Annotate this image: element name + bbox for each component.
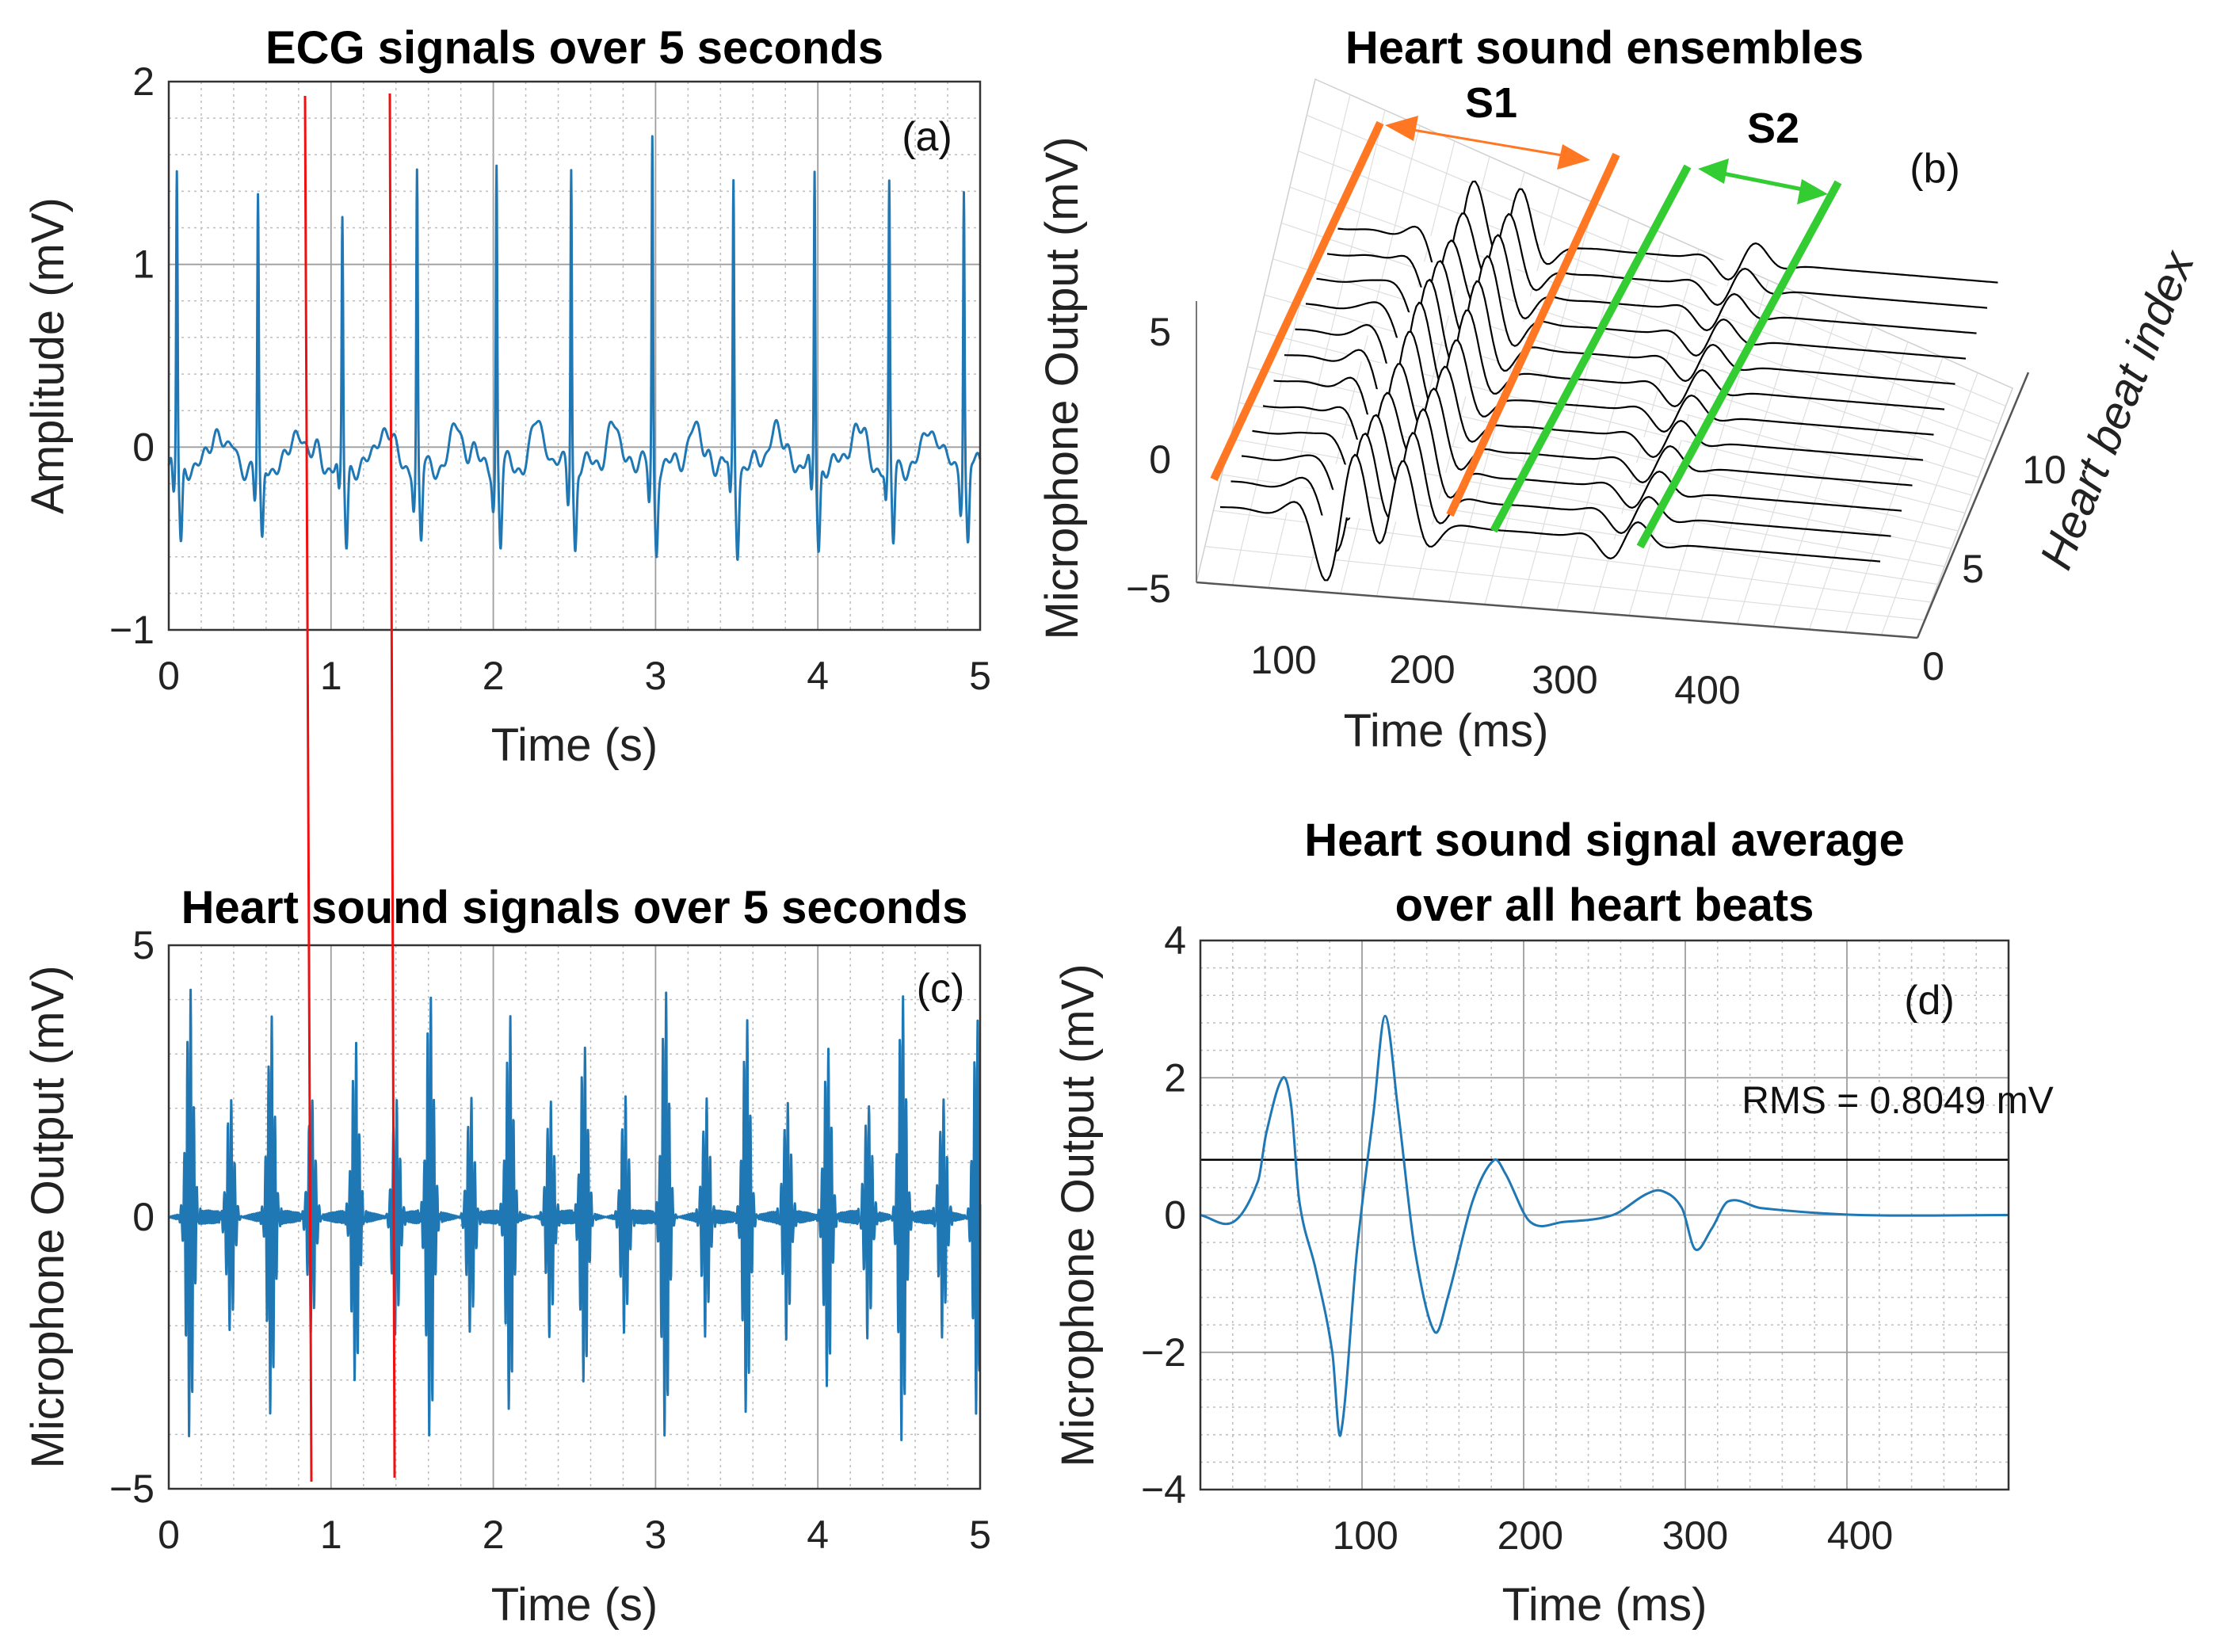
x-tick-label: 4	[807, 1513, 829, 1557]
ecg-series-line	[167, 135, 982, 561]
s1-label: S1	[1465, 79, 1517, 127]
x-tick-label: 2	[483, 1513, 505, 1557]
panel-label-a: (a)	[902, 114, 952, 160]
x-tick-label: 0	[158, 1513, 180, 1557]
panel-b: Heart sound ensembles S1 S2 100 200 300 …	[1036, 22, 2205, 757]
s2-arrow-left-head	[1698, 158, 1729, 184]
rms-annotation: RMS = 0.8049 mV	[1742, 1080, 2054, 1122]
panel-label-b: (b)	[1910, 146, 1960, 192]
x-tick-label: 5	[969, 1513, 991, 1557]
b-xtick-300: 300	[1532, 658, 1597, 702]
s2-arrow-line	[1707, 168, 1819, 195]
s1-end-line	[1446, 152, 1620, 517]
y-tick-label: −1	[109, 608, 155, 652]
b-xtick-400: 400	[1674, 668, 1740, 712]
x-tick-label: 100	[1332, 1513, 1398, 1558]
y-tick-label: 5	[132, 923, 155, 967]
y-tick-label: 0	[1164, 1193, 1186, 1238]
xlabel-d: Time (ms)	[1502, 1579, 1707, 1631]
x-tick-label: 5	[969, 654, 991, 698]
y-tick-label: 2	[132, 59, 155, 104]
y-tick-label: 0	[132, 1195, 155, 1239]
y-tick-label: 0	[132, 425, 155, 469]
x-tick-label: 400	[1827, 1513, 1893, 1558]
zlabel-b: Heart beat index	[2030, 242, 2204, 576]
s2-end-line	[1636, 180, 1842, 549]
title-d-line1: Heart sound signal average	[1304, 815, 1904, 866]
s2-label: S2	[1747, 105, 1799, 152]
grid-line	[1307, 114, 2006, 407]
x-tick-label: 1	[320, 654, 342, 698]
grid-line	[1255, 330, 1966, 514]
x-tick-label: 3	[644, 1513, 666, 1557]
s1-arrow-right-head	[1557, 144, 1590, 170]
y-tick-label: 4	[1164, 918, 1186, 963]
title-c: Heart sound signals over 5 seconds	[181, 882, 968, 933]
title-a: ECG signals over 5 seconds	[265, 22, 883, 74]
y-tick-label: −2	[1141, 1330, 1186, 1375]
b-xtick-100: 100	[1250, 638, 1316, 682]
tick-labels-d: 100 200 300 400 −4 −2 0 2 4	[1141, 918, 1893, 1558]
y-tick-label: −5	[109, 1467, 155, 1511]
ensemble-trace	[1219, 453, 1881, 582]
b-xtick-200: 200	[1389, 647, 1455, 692]
panel-label-c: (c)	[917, 966, 965, 1012]
x-tick-label: 200	[1498, 1513, 1563, 1558]
x-tick-label: 300	[1662, 1513, 1728, 1558]
y-tick-label: 1	[132, 242, 155, 287]
beat-end-marker-line	[388, 93, 396, 1478]
grid-line	[1272, 258, 1979, 479]
x-tick-label: 2	[483, 654, 505, 698]
ylabel-b: Microphone Output (mV)	[1036, 136, 1088, 639]
b-ytick-10: 10	[2022, 448, 2066, 492]
average-series-line	[1200, 1014, 2009, 1437]
ensemble-traces	[1219, 180, 1998, 582]
b-ztick-0: 0	[1149, 437, 1171, 482]
grid-line	[1280, 222, 1986, 460]
xlabel-b: Time (ms)	[1344, 705, 1549, 757]
x-tick-label: 0	[158, 654, 180, 698]
ylabel-c: Microphone Output (mV)	[22, 965, 74, 1468]
b-ytick-0: 0	[1922, 644, 1944, 689]
s1-arrow-left-head	[1385, 116, 1418, 141]
grid-d	[1200, 940, 2009, 1490]
s1-start-line	[1210, 120, 1384, 482]
grid-line	[1264, 294, 1972, 496]
s1-arrow-line	[1394, 125, 1581, 160]
title-b: Heart sound ensembles	[1345, 22, 1864, 74]
ylabel-d: Microphone Output (mV)	[1052, 963, 1104, 1467]
b-ztick-neg5: −5	[1126, 567, 1171, 611]
xlabel-c: Time (s)	[491, 1579, 658, 1631]
axes-frame-a	[167, 80, 982, 631]
b-ytick-5: 5	[1962, 547, 1984, 591]
ylabel-a: Amplitude (mV)	[22, 197, 74, 514]
panel-d: Heart sound signal average over all hear…	[1052, 815, 2054, 1631]
panel-c: Heart sound signals over 5 seconds 0 1 2 3 4…	[22, 882, 991, 1631]
axes-frame-c	[167, 944, 982, 1490]
y-tick-label: 2	[1164, 1055, 1186, 1100]
xlabel-a: Time (s)	[491, 719, 658, 771]
b-ztick-5: 5	[1149, 310, 1171, 354]
x-tick-label: 3	[644, 654, 666, 698]
beat-start-marker-line	[303, 95, 313, 1482]
s2-arrow-right-head	[1797, 179, 1828, 204]
tick-labels-c: 0 1 2 3 4 5−505	[109, 923, 991, 1557]
panel-label-d: (d)	[1904, 978, 1955, 1024]
x-tick-label: 1	[320, 1513, 342, 1557]
y-tick-label: −4	[1141, 1467, 1186, 1512]
title-d-line2: over all heart beats	[1395, 879, 1814, 931]
axes-frame-d	[1199, 939, 2010, 1491]
heart-sound-series-line	[167, 988, 982, 1441]
s2-start-line	[1490, 164, 1692, 533]
x-tick-label: 4	[807, 654, 829, 698]
